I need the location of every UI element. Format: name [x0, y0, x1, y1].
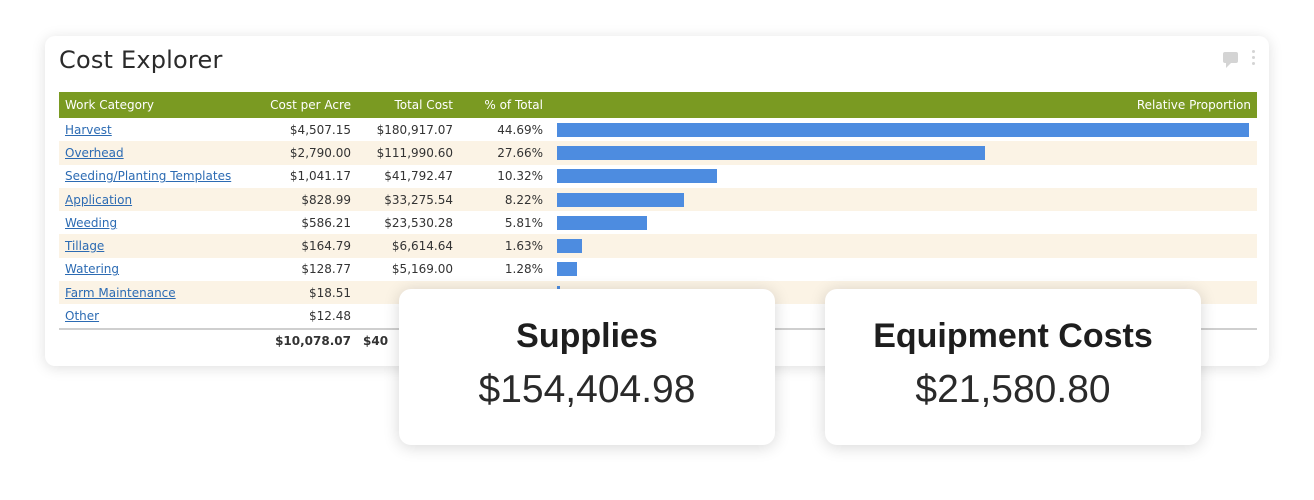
total-cost-cell: $23,530.28: [384, 215, 453, 230]
cost-per-acre-cell: $18.51: [259, 281, 357, 305]
category-cell: Weeding: [59, 211, 259, 234]
proportion-bar: [557, 192, 685, 207]
category-link[interactable]: Overhead: [65, 145, 124, 160]
column-header-relative-proportion[interactable]: Relative Proportion: [549, 92, 1257, 118]
category-link[interactable]: Watering: [65, 262, 120, 277]
percent-cell: 5.81%: [504, 215, 543, 230]
proportion-bar: [557, 169, 717, 184]
table-header-row: Work Category Cost per Acre Total Cost %…: [59, 92, 1257, 118]
category-link[interactable]: Application: [65, 192, 133, 207]
cost-per-acre-cell: $4,507.15: [289, 122, 351, 137]
equipment-costs-stat-card: Equipment Costs $21,580.80: [825, 289, 1201, 445]
total-cost-cell: $5,169.00: [391, 262, 453, 277]
table-row: Seeding/Planting Templates $1,041.17 $41,7…: [59, 165, 1257, 188]
category-link[interactable]: Tillage: [65, 239, 105, 254]
table-row: Weeding $586.21 $23,530.28 5.81%: [59, 211, 1257, 234]
proportion-cell: [549, 234, 1257, 258]
category-cell: Tillage: [59, 234, 259, 258]
proportion-cell: [549, 187, 1257, 212]
proportion-bar: [557, 215, 647, 230]
category-cell: Overhead: [59, 141, 259, 165]
column-header-work-category[interactable]: Work Category: [59, 92, 259, 118]
cost-per-acre-cell: $12.48: [309, 309, 351, 324]
proportion-bar: [557, 145, 986, 160]
total-cost-cell: $33,275.54: [357, 187, 459, 212]
category-link[interactable]: Other: [65, 309, 100, 324]
card-actions: [1223, 50, 1255, 68]
percent-cell: 8.22%: [459, 187, 549, 212]
proportion-bar: [557, 262, 577, 277]
card-title: Cost Explorer: [59, 46, 223, 74]
category-link[interactable]: Weeding: [65, 215, 118, 230]
percent-cell: 27.66%: [459, 141, 549, 165]
footer-label: [59, 327, 259, 353]
column-header-percent-of-total[interactable]: % of Total: [459, 92, 549, 118]
percent-cell: 10.32%: [497, 169, 543, 184]
percent-cell: 1.63%: [459, 234, 549, 258]
supplies-stat-card: Supplies $154,404.98: [399, 289, 775, 445]
cost-per-acre-cell: $164.79: [259, 234, 357, 258]
table-row: Harvest $4,507.15 $180,917.07 44.69%: [59, 118, 1257, 141]
proportion-cell: [549, 165, 1257, 188]
category-cell: Watering: [59, 258, 259, 281]
category-cell: Harvest: [59, 118, 259, 141]
proportion-cell: [549, 258, 1257, 281]
kebab-menu-icon[interactable]: [1252, 50, 1255, 65]
stat-value: $154,404.98: [478, 368, 696, 411]
proportion-bar: [557, 122, 1249, 137]
category-cell: Other: [59, 304, 259, 328]
footer-cost-per-acre: $10,078.07: [259, 327, 357, 353]
proportion-cell: [549, 118, 1257, 141]
proportion-bar: [557, 239, 583, 254]
category-cell: Farm Maintenance: [59, 281, 259, 305]
total-cost-cell: $180,917.07: [376, 122, 453, 137]
column-header-total-cost[interactable]: Total Cost: [357, 92, 459, 118]
category-link[interactable]: Harvest: [65, 122, 112, 137]
column-header-cost-per-acre[interactable]: Cost per Acre: [259, 92, 357, 118]
stat-value: $21,580.80: [915, 368, 1111, 411]
total-cost-cell: $41,792.47: [384, 169, 453, 184]
table-row: Other $12.48: [59, 304, 1257, 328]
stat-label: Equipment Costs: [873, 317, 1153, 355]
percent-cell: 44.69%: [497, 122, 543, 137]
cost-per-acre-cell: $128.77: [301, 262, 351, 277]
table-row: Tillage $164.79 $6,614.64 1.63%: [59, 234, 1257, 258]
stat-label: Supplies: [516, 317, 658, 355]
total-cost-cell: $111,990.60: [357, 141, 459, 165]
comment-icon[interactable]: [1223, 52, 1238, 68]
table-row: Watering $128.77 $5,169.00 1.28%: [59, 258, 1257, 281]
proportion-cell: [549, 211, 1257, 234]
percent-cell: 1.28%: [504, 262, 543, 277]
category-cell: Application: [59, 187, 259, 212]
proportion-cell: [549, 141, 1257, 165]
cost-per-acre-cell: $586.21: [301, 215, 351, 230]
category-link[interactable]: Farm Maintenance: [65, 285, 176, 300]
cost-per-acre-cell: $1,041.17: [289, 169, 351, 184]
table-row: Application $828.99 $33,275.54 8.22%: [59, 187, 1257, 212]
category-link[interactable]: Seeding/Planting Templates: [65, 169, 232, 184]
total-cost-cell: $6,614.64: [357, 234, 459, 258]
table-row: Overhead $2,790.00 $111,990.60 27.66%: [59, 141, 1257, 165]
cost-per-acre-cell: $2,790.00: [259, 141, 357, 165]
category-cell: Seeding/Planting Templates: [59, 165, 259, 188]
cost-per-acre-cell: $828.99: [259, 187, 357, 212]
